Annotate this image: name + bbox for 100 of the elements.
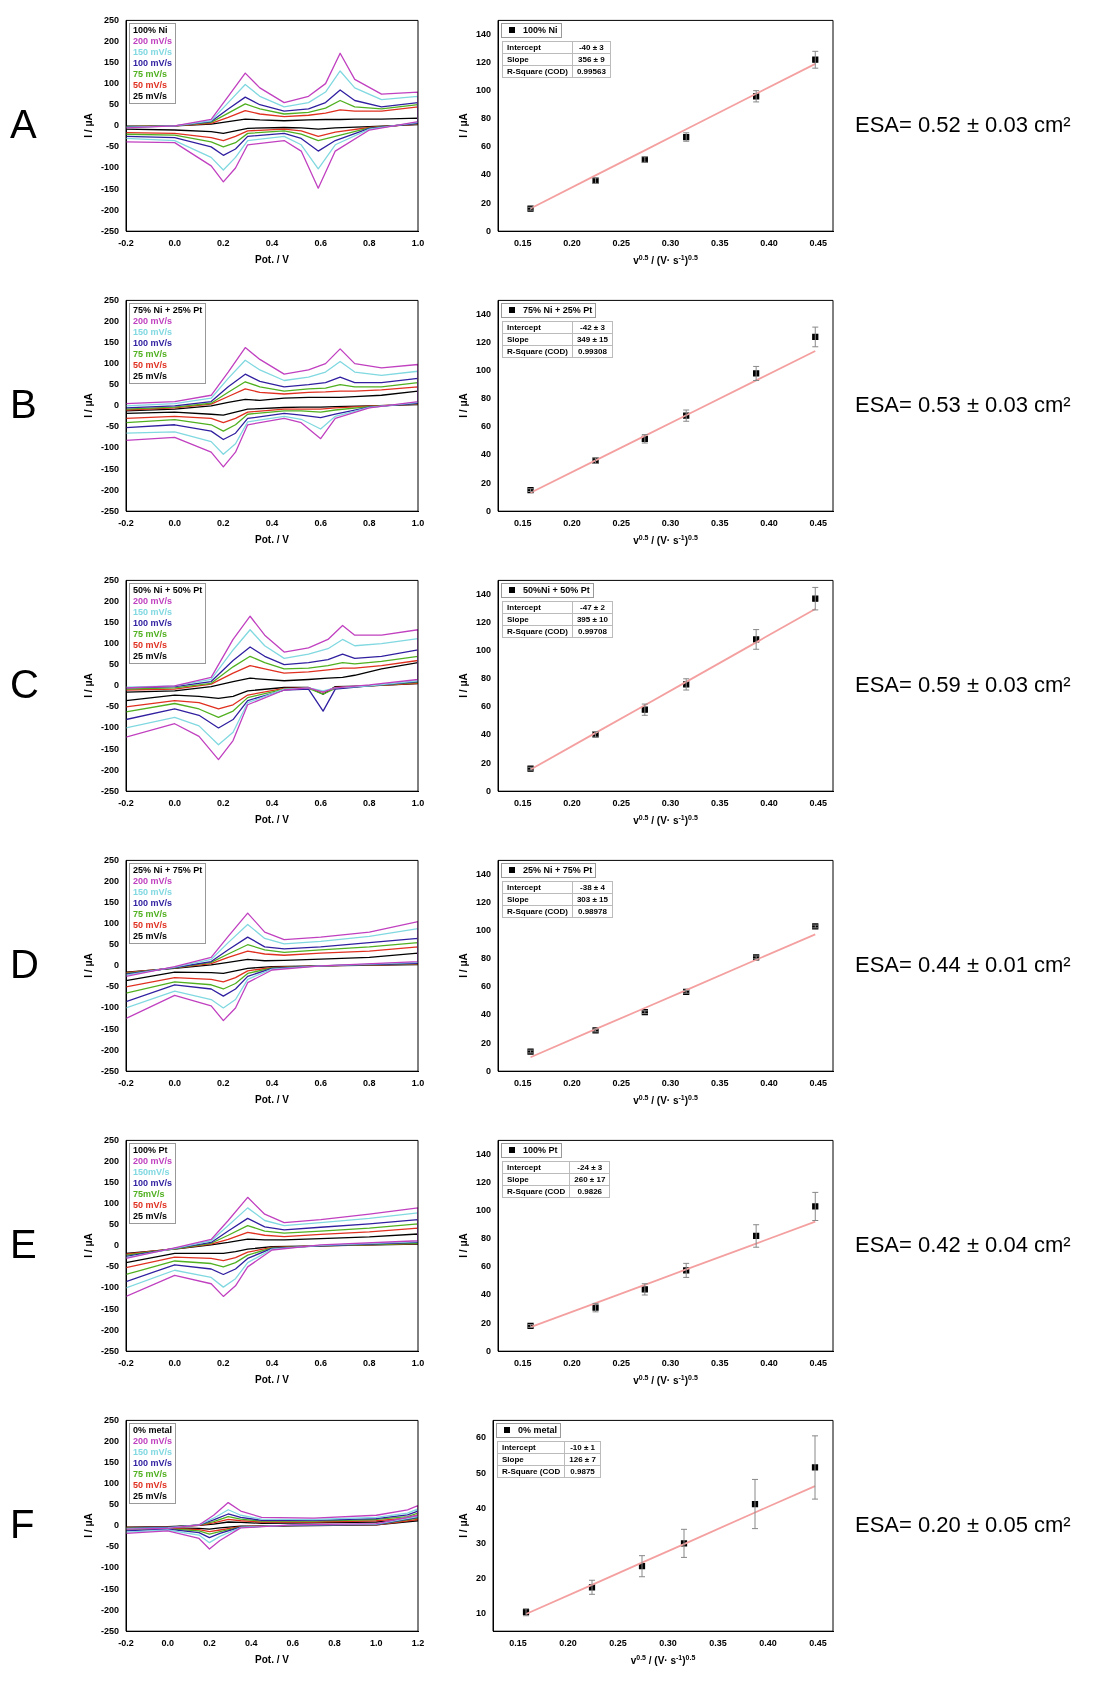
x-tick-label: 0.6 [314,1358,327,1369]
x-tick-label: 0.4 [244,1638,258,1649]
y-tick-label: 50 [109,659,120,670]
text: 200 mV/s [133,1156,173,1168]
y-tick-label: -200 [101,204,120,215]
x-tick-label: 0.2 [217,518,230,529]
y-tick-label: 100 [475,85,492,96]
x-axis-title: v$^{0.5}$ / (V· s$^{-1}$)$^{0.5}$ [633,1374,698,1387]
x-tick-label: 0.4 [265,1078,279,1089]
x-tick-label: 0.15 [513,1078,532,1089]
x-tick-label: 0.35 [710,238,729,249]
y-axis-title: I / μA [82,673,94,698]
x-tick-label: 0.45 [809,1638,827,1649]
y-tick-label: 200 [103,35,120,46]
x-tick-label: 0.45 [809,1358,827,1369]
annotation: Slope [502,613,573,626]
text: 75 mV/s [133,909,169,921]
annotation: 0.99563 [572,65,611,78]
annotation: -40 ± 3 [572,41,611,54]
y-tick-label: -150 [101,463,120,474]
text: 150mV/s [133,1167,171,1179]
annotation: 0.9875 [564,1465,601,1478]
y-tick-label: 0 [486,225,492,236]
y-tick-label: 150 [103,897,120,908]
x-axis-title: Pot. / V [255,1374,289,1385]
y-tick-label: 120 [475,1177,492,1188]
text: ESA= 0.59 ± 0.03 cm² [855,671,1071,698]
y-tick-label: 60 [481,701,492,712]
y-tick-label: -50 [106,701,120,712]
y-tick-label: 50 [109,379,120,390]
annotation: -24 ± 3 [569,1161,610,1174]
x-tick-label: 0.20 [563,238,581,249]
y-tick-label: 100 [103,1478,120,1489]
annotation: R-Square (COD [502,1185,570,1198]
annotation: 0.9826 [569,1185,610,1198]
x-tick-label: 0.35 [710,1078,729,1089]
text: 50 mV/s [133,80,169,92]
text: 75 mV/s [133,69,169,81]
x-tick-label: 0.8 [363,798,376,809]
x-tick-label: 0.30 [659,1638,677,1649]
y-axis-title: I / μA [82,1513,94,1538]
y-tick-label: -200 [101,1044,120,1055]
annotation: -47 ± 2 [572,601,613,614]
x-tick-label: 0.2 [217,1078,230,1089]
legend-label: 50%Ni + 50% Pt [522,585,590,597]
x-tick-label: 0.30 [661,798,680,809]
text: 25 mV/s [133,91,169,103]
x-tick-label: 0.4 [265,1358,279,1369]
x-tick-label: 0.0 [168,518,181,529]
x-tick-label: 0.15 [513,518,532,529]
x-tick-label: 0.25 [612,1078,630,1089]
annotation: Intercept [502,321,573,334]
annotation: 349 ± 15 [572,333,613,346]
y-tick-label: 140 [475,1148,492,1159]
annotation: 356 ± 9 [572,53,611,66]
y-tick-label: 60 [481,141,492,152]
y-tick-label: -250 [101,1065,120,1076]
y-tick-label: 100 [103,1198,120,1209]
text: ESA= 0.42 ± 0.04 cm² [855,1231,1071,1258]
y-tick-label: -100 [101,722,120,733]
y-tick-label: 150 [103,57,120,68]
y-tick-label: 250 [103,854,120,865]
annotation: Intercept [497,1441,565,1454]
text: 25 mV/s [133,1491,169,1503]
annotation: -38 ± 4 [572,881,613,894]
y-axis-title: I / μA [82,393,94,418]
text: ESA= 0.44 ± 0.01 cm² [855,951,1071,978]
y-tick-label: 200 [103,875,120,886]
x-tick-label: 0.40 [759,1638,777,1649]
y-tick-label: -150 [101,1303,120,1314]
y-tick-label: 30 [476,1537,487,1548]
text: 50 mV/s [133,1200,169,1212]
x-tick-label: 0.15 [509,1638,527,1649]
y-tick-label: 80 [481,1233,492,1244]
legend-title: 100% Pt [133,1145,169,1157]
x-tick-label: 0.25 [612,1358,630,1369]
annotation: R-Square (COD) [502,905,573,918]
x-tick-label: 0.4 [265,798,279,809]
x-tick-label: 0.15 [513,1358,532,1369]
x-tick-label: 0.2 [217,238,230,249]
y-axis-title: I / μA [82,1233,94,1258]
x-tick-label: 0.40 [760,1078,778,1089]
annotation: 303 ± 15 [572,893,613,906]
legend-title: 100% Ni [133,25,169,37]
text: 50 mV/s [133,1480,169,1492]
x-tick-label: 1.0 [411,798,425,809]
x-tick-label: 0.2 [217,1358,230,1369]
x-tick-label: 0.45 [809,1078,827,1089]
y-tick-label: 100 [475,365,492,376]
x-tick-label: 0.2 [203,1638,216,1649]
x-tick-label: 0.20 [563,1358,581,1369]
x-tick-label: 0.6 [314,238,327,249]
text: 150 mV/s [133,887,174,899]
annotation: 0.99308 [572,345,613,358]
x-tick-label: -0.2 [118,238,134,249]
x-tick-label: 0.45 [809,518,827,529]
annotation: Slope [502,333,573,346]
annotation: R-Square (COD [497,1465,565,1478]
y-tick-label: -100 [101,1282,120,1293]
x-tick-label: -0.2 [118,1358,134,1369]
